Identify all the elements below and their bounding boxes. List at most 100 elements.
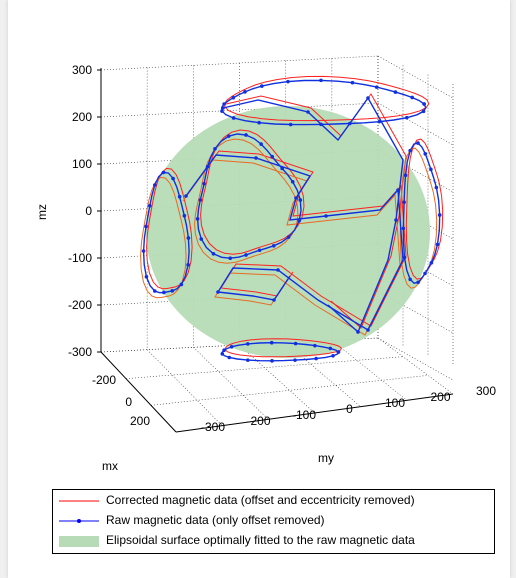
raw-data-point	[366, 96, 370, 100]
raw-data-point	[220, 109, 224, 113]
raw-data-point	[328, 346, 333, 351]
ellipsoid-surface-layer	[146, 106, 430, 358]
z-gridline	[377, 290, 454, 334]
raw-data-point	[244, 253, 248, 257]
x-axis-title: mx	[102, 459, 118, 473]
raw-data-point	[171, 176, 175, 181]
raw-data-point	[423, 152, 428, 156]
raw-data-point	[313, 343, 317, 348]
raw-data-point	[222, 102, 226, 106]
raw-data-point	[416, 141, 420, 145]
raw-data-point	[231, 116, 236, 120]
floor-gridline	[146, 349, 223, 426]
raw-data-point	[213, 146, 217, 151]
y-tick-label: 0	[346, 402, 353, 416]
x-tick-label: 0	[125, 395, 132, 409]
raw-data-point	[257, 248, 262, 253]
z-axis-title: mz	[35, 204, 49, 220]
floor-gridline	[125, 356, 404, 379]
raw-data-point	[429, 167, 433, 172]
raw-data-point	[404, 115, 409, 120]
raw-data-point	[294, 196, 298, 200]
raw-data-point	[228, 256, 233, 261]
raw-data-point	[286, 79, 290, 84]
y-tick-label: 300	[476, 384, 496, 398]
raw-data-point	[144, 224, 148, 229]
raw-data-point	[356, 330, 360, 334]
floor-gridline	[193, 347, 269, 420]
raw-data-point	[366, 328, 370, 332]
floor-gridline	[331, 340, 408, 401]
raw-data-point	[393, 90, 398, 94]
raw-data-layer	[141, 78, 442, 363]
z-tick-label: -100	[68, 251, 92, 265]
y-axis-title: my	[318, 451, 334, 465]
z-tick-label: -200	[68, 298, 92, 312]
raw-data-point	[286, 235, 291, 239]
raw-data-point	[408, 277, 412, 282]
raw-data-point	[216, 290, 220, 294]
raw-data-point	[422, 102, 426, 106]
raw-data-point	[429, 260, 434, 265]
floor-gridline	[239, 344, 315, 414]
legend-item-corrected: Corrected magnetic data (offset and ecce…	[53, 492, 494, 510]
z-gridline	[377, 149, 454, 193]
raw-data-point	[336, 350, 341, 354]
raw-data-point	[314, 356, 318, 361]
raw-data-point	[220, 352, 225, 356]
raw-data-point	[271, 244, 276, 248]
raw-data-point	[186, 263, 190, 267]
corrected-trajectory-alt-mid-path	[182, 159, 401, 336]
raw-data-point	[186, 236, 191, 240]
y-tick-label: -300	[201, 420, 225, 434]
raw-data-point	[402, 200, 406, 205]
corrected-trajectory-upper-path	[225, 93, 407, 329]
y-tick-label: -200	[246, 414, 270, 428]
raw-trajectory-bottom-cap	[221, 341, 340, 362]
raw-data-point	[272, 298, 276, 302]
raw-data-point	[170, 289, 175, 293]
z-gridline	[377, 102, 454, 146]
raw-data-point	[270, 154, 275, 159]
raw-data-point	[434, 185, 439, 190]
y-tick-label: -100	[292, 408, 316, 422]
z-tick-label: 300	[72, 63, 92, 77]
raw-data-point	[350, 80, 355, 85]
raw-data-point	[226, 134, 231, 138]
raw-data-point	[182, 213, 187, 218]
raw-data-point	[198, 198, 203, 202]
y-axis-line	[175, 393, 454, 433]
raw-data-point	[195, 217, 200, 221]
raw-data-point	[324, 214, 328, 218]
raw-data-point	[221, 106, 225, 110]
raw-data-point	[244, 133, 248, 137]
raw-data-point	[423, 271, 427, 276]
raw-data-point	[199, 237, 204, 241]
x-tick-label: 200	[130, 414, 150, 428]
raw-data-point	[319, 78, 323, 83]
raw-data-point	[293, 341, 298, 346]
z-tick-label: 0	[85, 204, 92, 218]
x-axis-line	[100, 351, 177, 433]
raw-data-point	[297, 218, 301, 223]
raw-data-point	[270, 359, 274, 363]
x-tick-label: -200	[92, 373, 116, 387]
raw-data-point	[394, 218, 398, 222]
legend-label-raw: Raw magnetic data (only offset removed)	[106, 513, 325, 527]
raw-data-point	[177, 194, 182, 199]
raw-trajectory-upper-path	[222, 96, 404, 334]
raw-data-point	[229, 344, 234, 349]
raw-data-point	[147, 204, 152, 208]
raw-data-point	[290, 179, 295, 184]
raw-data-point	[227, 355, 232, 360]
blue-line-marker-symbol	[59, 519, 99, 523]
raw-trajectory-left-loop	[142, 171, 190, 294]
legend-label-corrected: Corrected magnetic data (offset and ecce…	[106, 493, 415, 507]
raw-data-point	[416, 280, 420, 285]
raw-data-point	[202, 181, 206, 186]
raw-data-point	[259, 142, 263, 146]
ellipsoid-surface	[146, 106, 430, 358]
raw-data-point	[276, 268, 280, 272]
